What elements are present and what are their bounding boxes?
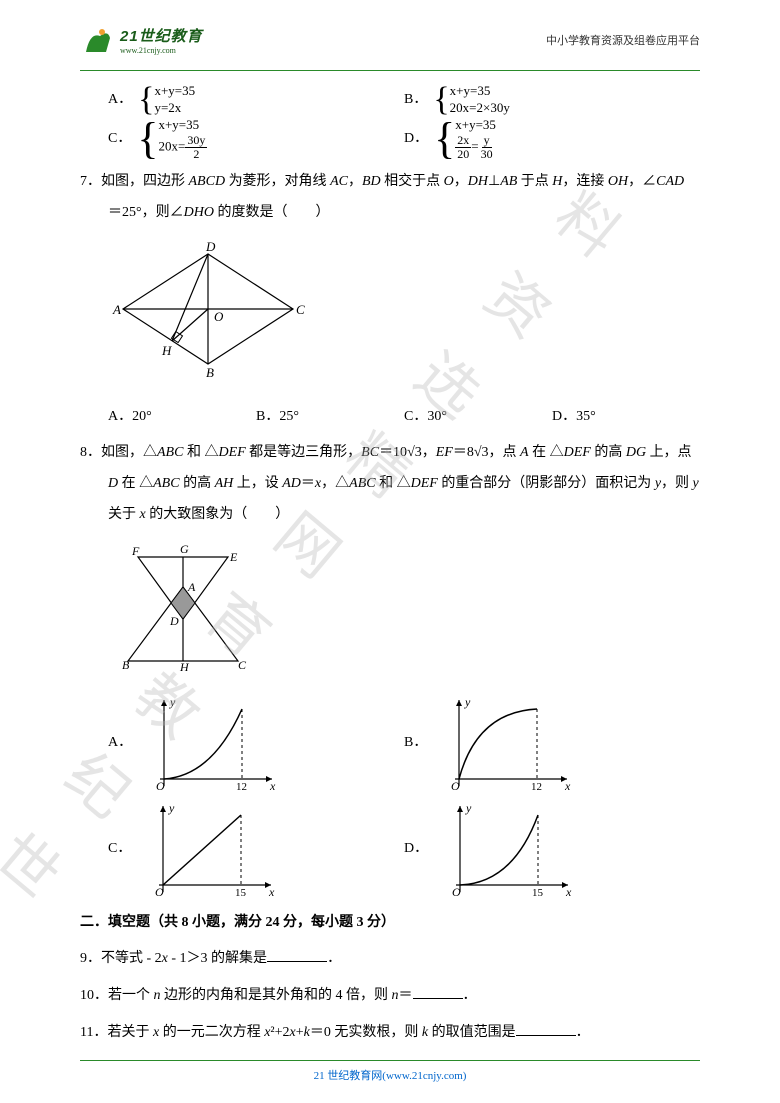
svg-text:H: H bbox=[179, 660, 190, 671]
svg-text:O: O bbox=[156, 779, 165, 793]
svg-text:O: O bbox=[451, 779, 460, 793]
svg-text:x: x bbox=[268, 885, 275, 899]
question-7: 7．如图，四边形 ABCD 为菱形，对角线 AC，BD 相交于点 O，DH⊥AB… bbox=[80, 167, 700, 432]
fill-blank bbox=[516, 1022, 576, 1036]
question-10: 10．若一个 n 边形的内角和是其外角和的 4 倍，则 n＝． bbox=[80, 981, 700, 1012]
graph-d: O y x 15 bbox=[438, 800, 578, 900]
graph-b: O y x 12 bbox=[437, 694, 577, 794]
opt-label: D． bbox=[404, 834, 428, 865]
svg-text:F: F bbox=[131, 544, 140, 558]
q7-diagram: A D C B O H bbox=[108, 239, 700, 392]
q8-graphs-row1: A． O y x 12 B． bbox=[108, 694, 700, 794]
eq-line: x+y=35 bbox=[154, 83, 195, 100]
page-header: 21世纪教育 www.21cnjy.com 中小学教育资源及组卷应用平台 bbox=[80, 20, 700, 60]
eq-line: 20x=30y2 bbox=[158, 134, 207, 161]
svg-text:15: 15 bbox=[532, 887, 544, 899]
svg-text:C: C bbox=[238, 658, 247, 671]
opt-label: B． bbox=[404, 728, 427, 759]
svg-text:y: y bbox=[464, 695, 471, 709]
diagram-label: A bbox=[112, 302, 121, 317]
page-footer: 21 世纪教育网(www.21cnjy.com) bbox=[0, 1060, 780, 1083]
equation-system: { x+y=35 20x=30y2 bbox=[137, 117, 207, 161]
page-content: A． { x+y=35 y=2x B． { x+y=35 20x=2×30y C… bbox=[80, 83, 700, 1049]
diagram-label: O bbox=[214, 309, 224, 324]
eq-line: x+y=35 bbox=[455, 117, 496, 134]
footer-divider bbox=[80, 1060, 700, 1061]
svg-text:15: 15 bbox=[235, 887, 247, 899]
q7-answers: A．20° B．25° C．30° D．35° bbox=[108, 402, 700, 433]
header-divider bbox=[80, 70, 700, 71]
graph-a: O y x 12 bbox=[142, 694, 282, 794]
question-9: 9．不等式 - 2x - 1＞3 的解集是． bbox=[80, 944, 700, 975]
opt-label: A． bbox=[108, 728, 132, 759]
logo-icon bbox=[80, 22, 116, 58]
watermark: 世 bbox=[0, 809, 86, 918]
equation-system: { x+y=35 y=2x bbox=[138, 83, 195, 117]
equation-system: { x+y=35 20x=2×30y bbox=[433, 83, 510, 117]
logo-text-cn: 21世纪教育 bbox=[120, 25, 203, 46]
opt-label: C． bbox=[108, 124, 131, 155]
svg-text:E: E bbox=[229, 550, 238, 564]
q6-options-row1: A． { x+y=35 y=2x B． { x+y=35 20x=2×30y bbox=[108, 83, 700, 117]
fill-blank bbox=[267, 948, 327, 962]
svg-text:x: x bbox=[565, 885, 572, 899]
q8-graphs-row2: C． O y x 15 D． bbox=[108, 800, 700, 900]
svg-text:x: x bbox=[564, 779, 571, 793]
footer-text: 21 世纪教育网(www.21cnjy.com) bbox=[314, 1070, 467, 1082]
diagram-label: B bbox=[206, 365, 214, 379]
opt-label: C． bbox=[108, 834, 131, 865]
eq-line: 20x=2×30y bbox=[450, 100, 510, 117]
header-subtitle: 中小学教育资源及组卷应用平台 bbox=[546, 32, 700, 48]
q6-options-row2: C． { x+y=35 20x=30y2 D． { x+y=35 2x20=y3… bbox=[108, 117, 700, 161]
question-8: 8．如图，△ABC 和 △DEF 都是等边三角形，BC＝10√3，EF＝8√3，… bbox=[80, 438, 700, 899]
graph-c: O y x 15 bbox=[141, 800, 281, 900]
option-d: D．35° bbox=[552, 402, 700, 433]
q8-diagram: F G E A D B H C bbox=[108, 541, 700, 684]
svg-text:12: 12 bbox=[531, 781, 542, 793]
svg-text:y: y bbox=[169, 695, 176, 709]
svg-text:G: G bbox=[180, 542, 189, 556]
svg-text:A: A bbox=[187, 580, 196, 594]
logo-text-url: www.21cnjy.com bbox=[120, 46, 203, 55]
svg-text:O: O bbox=[155, 885, 164, 899]
fill-blank bbox=[413, 985, 463, 999]
svg-text:B: B bbox=[122, 658, 130, 671]
opt-label: B． bbox=[404, 85, 427, 116]
diagram-label: C bbox=[296, 302, 305, 317]
svg-text:12: 12 bbox=[236, 781, 247, 793]
svg-text:x: x bbox=[269, 779, 276, 793]
diagram-label: D bbox=[205, 239, 216, 254]
option-a: A．20° bbox=[108, 402, 256, 433]
option-b: B．25° bbox=[256, 402, 404, 433]
opt-label: A． bbox=[108, 85, 132, 116]
opt-label: D． bbox=[404, 124, 428, 155]
svg-text:D: D bbox=[169, 614, 179, 628]
section-2-title: 二．填空题（共 8 小题，满分 24 分，每小题 3 分） bbox=[80, 908, 700, 939]
svg-text:O: O bbox=[452, 885, 461, 899]
option-c: C．30° bbox=[404, 402, 552, 433]
eq-line: x+y=35 bbox=[158, 117, 207, 134]
equation-system: { x+y=35 2x20=y30 bbox=[434, 117, 496, 161]
svg-text:y: y bbox=[465, 801, 472, 815]
logo: 21世纪教育 www.21cnjy.com bbox=[80, 22, 203, 58]
eq-line: y=2x bbox=[154, 100, 195, 117]
eq-line: x+y=35 bbox=[450, 83, 510, 100]
svg-text:y: y bbox=[168, 801, 175, 815]
diagram-label: H bbox=[161, 343, 172, 358]
question-11: 11．若关于 x 的一元二次方程 x²+2x+k＝0 无实数根，则 k 的取值范… bbox=[80, 1018, 700, 1049]
eq-line: 2x20=y30 bbox=[455, 134, 496, 161]
